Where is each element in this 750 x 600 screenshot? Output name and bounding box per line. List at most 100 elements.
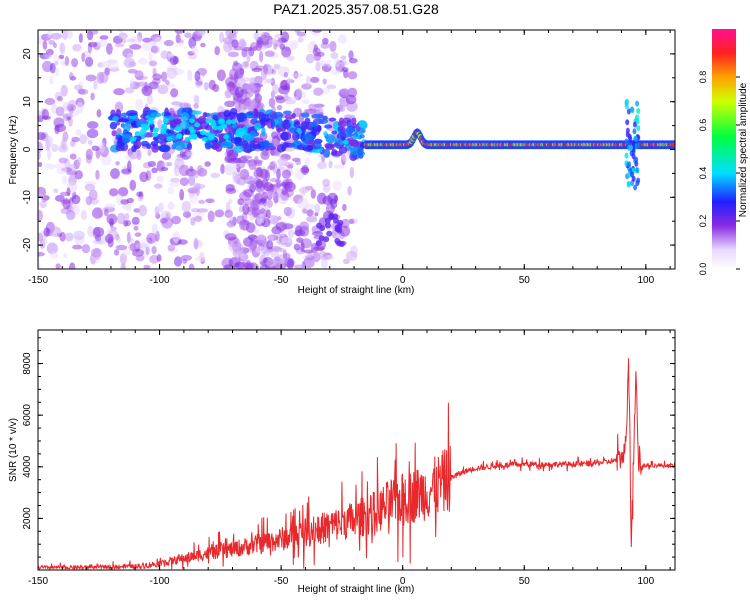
spectrogram-cell <box>146 232 157 244</box>
spectrogram-cell <box>302 208 308 214</box>
spectrogram-x-ticks: -150 -100 -50 0 50 100 <box>28 30 671 286</box>
spectrogram-cell <box>205 198 215 204</box>
spectrogram-cell <box>38 261 41 269</box>
spectrogram-cell <box>96 39 108 47</box>
spectrogram-cell <box>225 30 237 39</box>
spectrogram-cell <box>151 167 158 174</box>
spectrogram-cell <box>627 145 632 152</box>
spectrogram-cell <box>358 121 367 128</box>
spectrogram-cell <box>81 244 91 254</box>
spectrogram-cell <box>340 126 346 135</box>
spectrogram-cell <box>319 225 326 232</box>
spectrogram-cell <box>314 212 319 217</box>
spectrogram-cell <box>338 88 351 95</box>
spectrogram-cell <box>118 32 128 40</box>
spectrogram-cell <box>114 43 125 48</box>
spectrogram-cell <box>188 36 197 49</box>
spectrogram-cell <box>223 264 235 269</box>
spectrogram-cell <box>230 137 242 144</box>
spectrogram-cell <box>116 212 126 225</box>
spectrogram-cell <box>635 100 640 107</box>
spectrogram-cell <box>326 230 333 237</box>
spectrogram-cell <box>255 178 264 189</box>
spectrogram-cell <box>124 87 135 94</box>
spectrogram-cell <box>58 157 68 164</box>
spectrogram-cell <box>124 212 130 221</box>
spectrogram-cell <box>173 164 180 177</box>
spectrogram-cell <box>265 258 278 268</box>
spectrogram-cell <box>256 167 263 178</box>
spectrogram-cell <box>167 186 175 195</box>
snr-x-tick-label: 100 <box>637 576 654 587</box>
spectrogram-cell <box>348 57 358 64</box>
spectrogram-cell <box>50 251 59 259</box>
colorbar-tick-label: 0.8 <box>698 71 708 84</box>
spectrogram-cell <box>84 183 96 191</box>
spectrogram-cell <box>167 244 176 252</box>
spectrogram-cell <box>284 83 291 91</box>
spectrogram-cell <box>88 41 98 48</box>
spectrogram-cell <box>238 220 246 230</box>
spectrogram-cell <box>251 67 263 73</box>
spectrogram-cell <box>137 196 144 202</box>
spectrogram-cell <box>341 151 350 162</box>
spectrogram-cell <box>193 237 199 250</box>
spectrogram-cell <box>160 71 168 82</box>
spectrogram-cell <box>119 30 124 34</box>
spectrogram-cell <box>259 50 264 63</box>
spectrogram-cell <box>117 118 130 123</box>
snr-x-tick-label: -150 <box>28 576 48 587</box>
spectrogram-cell <box>341 67 349 73</box>
spectrogram-cell <box>169 55 178 66</box>
spectrogram-cell <box>338 117 344 126</box>
spectrogram-cell <box>277 116 283 123</box>
spectrogram-cell <box>311 121 318 128</box>
spectrogram-cell <box>176 134 183 140</box>
spectrogram-cell <box>44 97 56 106</box>
spectrogram-cell <box>131 145 137 153</box>
spectrogram-cell <box>247 234 258 240</box>
spectrogram-cell <box>330 52 339 60</box>
spectrogram-cell <box>170 177 181 183</box>
spectrogram-cell <box>64 232 74 242</box>
spectrogram-cell <box>207 210 215 223</box>
spectrogram-cell <box>345 126 356 134</box>
colorbar-tick-label: 0.2 <box>698 215 708 228</box>
spectrogram-cell <box>69 153 77 160</box>
spectrogram-cell <box>179 177 189 186</box>
spectrogram-cell <box>243 61 249 68</box>
spectrogram-cell <box>277 157 288 166</box>
spectrogram-cell <box>274 256 281 262</box>
spectrogram-cell <box>331 130 338 135</box>
spectrogram-cell <box>86 128 99 139</box>
spectrogram-cell <box>180 111 190 122</box>
spectrogram-cell <box>261 36 268 42</box>
spectrogram-cell <box>91 207 103 219</box>
snr-frame <box>37 329 676 571</box>
spectrogram-cell <box>127 68 138 74</box>
spectrogram-cell <box>152 127 159 133</box>
spectrogram-cell <box>136 81 148 87</box>
spectrogram-cell <box>632 128 637 135</box>
spectrogram-cell <box>232 171 239 183</box>
spectrogram-cell <box>305 53 315 64</box>
spectrogram-cell <box>276 104 283 111</box>
spectrogram-cell <box>339 225 351 237</box>
spectrogram-cell <box>229 108 238 116</box>
spectrogram-cell <box>627 172 632 179</box>
spectrogram-cell <box>143 124 150 130</box>
spectrogram-cell <box>264 50 275 57</box>
spectrogram-cell <box>56 166 67 175</box>
spectrogram-cell <box>310 40 316 46</box>
spectrogram-cell <box>282 252 291 260</box>
spectrogram-cell <box>166 67 178 79</box>
spectrogram-cell <box>133 226 139 231</box>
spectrogram-cell <box>329 40 337 53</box>
spectrogram-cell <box>671 142 675 147</box>
spectrogram-cell <box>320 258 328 269</box>
spectrogram-cell <box>283 206 292 217</box>
spectrogram-cell <box>326 59 332 68</box>
spectrogram-cell <box>300 241 305 253</box>
spectrogram-cell <box>201 136 208 142</box>
snr-y-axis-label: SNR (10 * v/v) <box>8 418 19 482</box>
